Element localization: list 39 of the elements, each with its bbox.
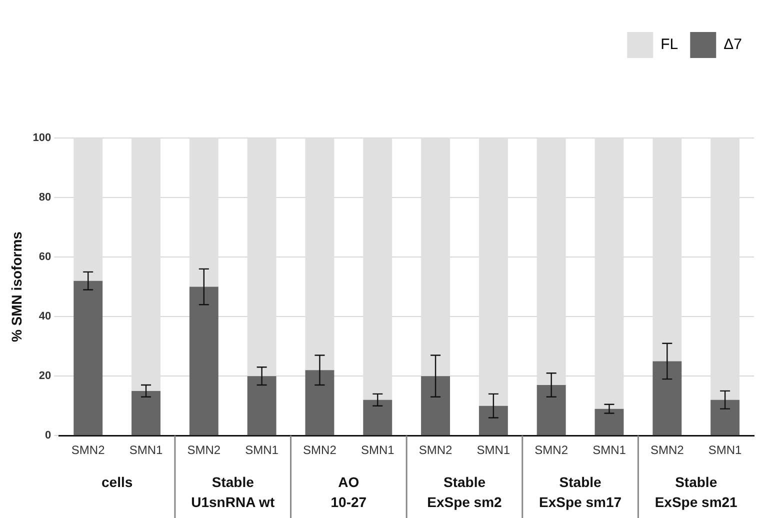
bar: [536, 385, 566, 436]
x-tick-label: SMN1: [708, 443, 742, 458]
text: AO 10-27: [330, 474, 367, 510]
y-tick-label: 0: [45, 430, 52, 442]
y-axis-title: % SMN isoforms: [8, 231, 24, 342]
bar: [305, 370, 334, 436]
x-tick-label: SMN2: [418, 443, 453, 458]
text: Stable ExSpe sm2: [427, 474, 502, 510]
legend-label: Δ7: [724, 36, 742, 54]
x-tick-label: SMN2: [303, 443, 337, 458]
y-tick-label: 40: [38, 310, 52, 323]
y-tick-label: 60: [38, 251, 52, 264]
x-tick-label: SMN2: [71, 443, 106, 458]
bar: [189, 286, 218, 436]
bar: [710, 400, 740, 436]
text: Stable U1snRNA wt: [191, 474, 275, 510]
x-tick-label: SMN1: [245, 443, 279, 458]
bar: [652, 361, 682, 436]
text: cells: [101, 474, 133, 490]
x-tick-label: SMN2: [650, 443, 684, 458]
text: Stable ExSpe sm17: [539, 474, 622, 510]
bar: [478, 406, 508, 436]
bar: [247, 376, 276, 436]
bar: [74, 280, 103, 436]
bar: [594, 408, 624, 436]
x-tick-label: SMN2: [187, 443, 221, 458]
x-tick-label: SMN1: [476, 443, 510, 458]
bar: [363, 400, 392, 436]
x-tick-label: SMN1: [592, 443, 626, 458]
x-tick-label: SMN1: [360, 443, 395, 458]
y-tick-label: 20: [38, 370, 52, 382]
x-tick-label: SMN1: [129, 443, 164, 458]
y-tick-label: 80: [38, 192, 52, 204]
x-tick-label: SMN2: [534, 443, 568, 458]
bar: [132, 390, 160, 436]
legend-label: FL: [660, 36, 678, 54]
text: Stable ExSpe sm21: [654, 474, 738, 510]
bar: [421, 376, 450, 436]
y-tick-label: 100: [32, 132, 52, 144]
